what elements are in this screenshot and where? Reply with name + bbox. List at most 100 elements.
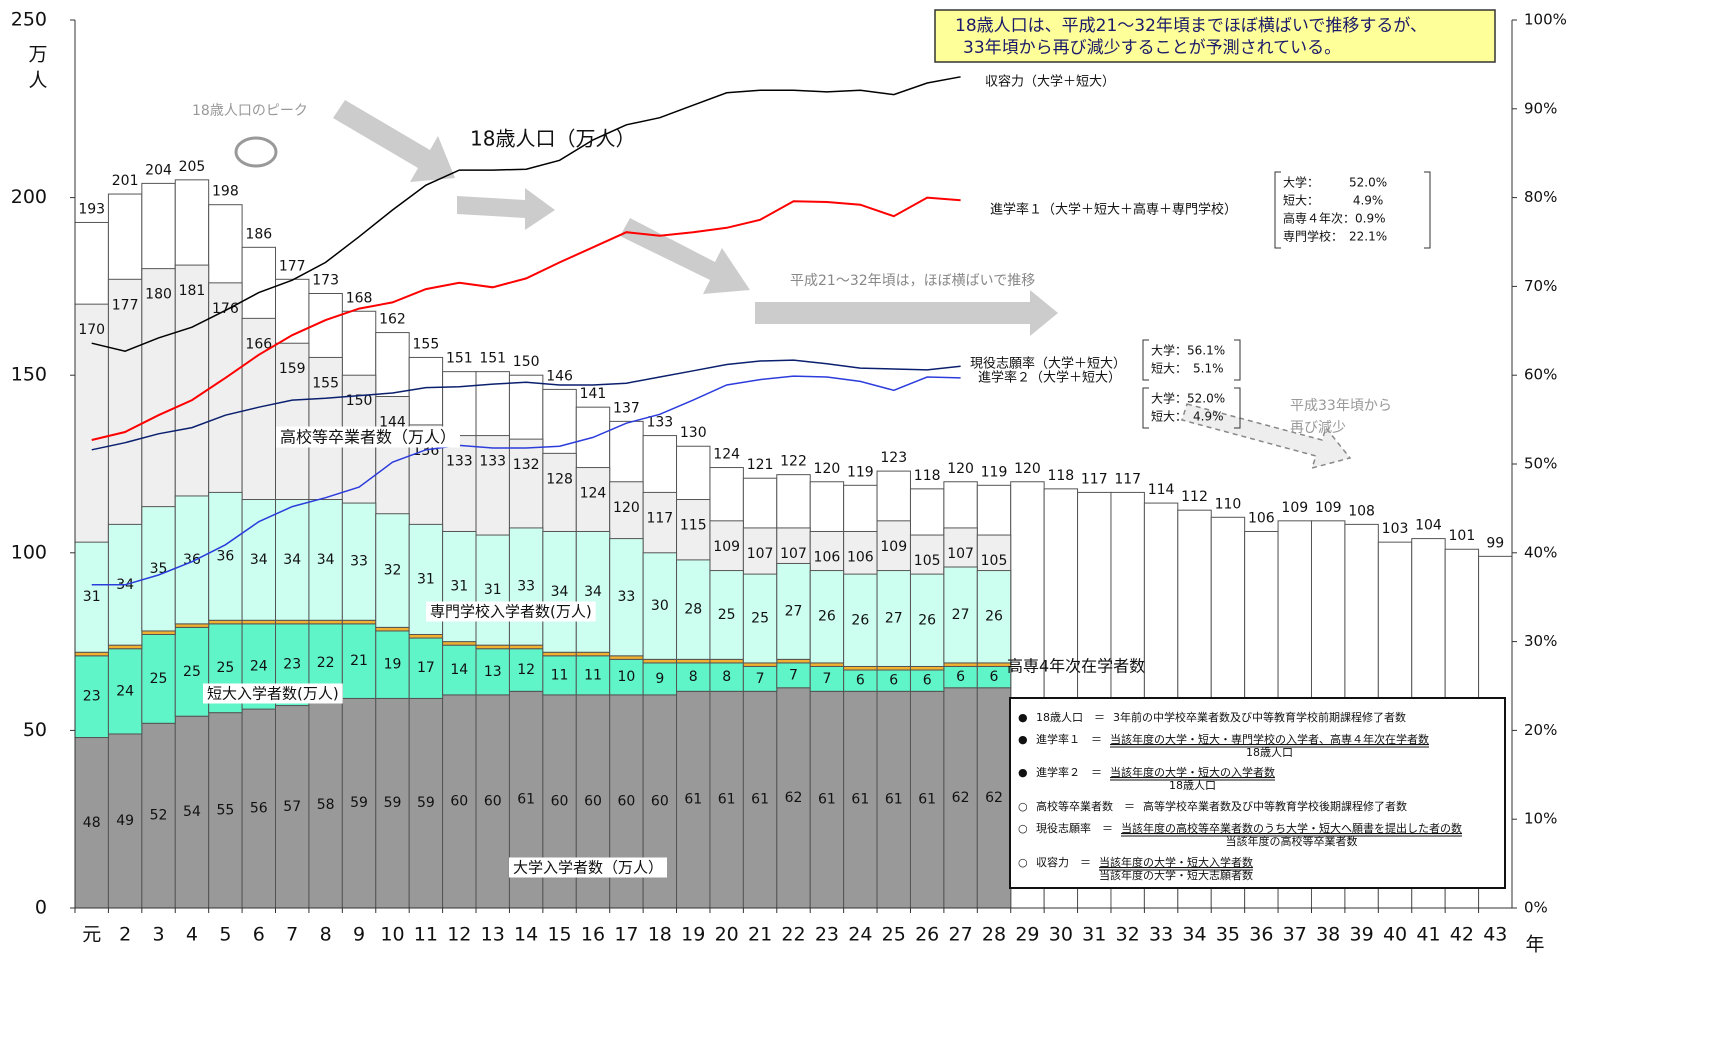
x-tick-label: 5 [219,924,231,946]
bar [976,687,1012,909]
x-tick-label: 43 [1483,924,1507,946]
callout-text: 33年頃から再び減少することが予測されている。 [963,38,1341,58]
data-label: 107 [947,546,974,562]
data-label: 12 [517,662,535,678]
x-tick-label: 24 [848,924,872,946]
data-label: 13 [484,664,502,680]
data-label: 56 [250,801,268,817]
bar [843,573,878,667]
line [91,76,961,352]
x-tick-label: 29 [1015,924,1039,946]
data-label: 120 [1014,461,1041,477]
series-label: 大学入学者数（万人） [513,859,663,877]
x-tick-label: 18 [648,924,672,946]
x-tick-label: 21 [748,924,772,946]
bar [241,619,277,625]
y-tick-label: 100 [11,541,47,563]
x-tick-label: 27 [948,924,972,946]
data-label: 119 [847,464,874,480]
legend-numerator: 当該年度の高校等卒業者数のうち大学・短大へ願書を提出した者の数 [1121,821,1462,835]
x-tick-label: 9 [353,924,365,946]
breakdown-text: 高専４年次：0.9% [1283,211,1386,226]
data-label: 61 [818,792,836,808]
y2-tick-label: 10% [1524,810,1557,828]
data-label: 120 [947,461,974,477]
data-label: 57 [283,799,301,815]
data-label: 34 [584,584,602,600]
data-label: 10 [617,669,635,685]
breakdown-text: 大学： 52.0% [1283,175,1387,190]
x-tick-label: 36 [1249,924,1273,946]
y2-tick-label: 20% [1524,721,1557,739]
data-label: 25 [718,607,736,623]
data-label: 114 [1148,482,1175,498]
bar [709,658,744,664]
data-label: 124 [713,447,740,463]
data-label: 60 [584,793,602,809]
bar [408,633,444,639]
data-label: 7 [789,667,798,683]
legend-marker: ○ [1018,800,1028,813]
legend-denominator: 当該年度の大学・短大志願者数 [1099,868,1253,882]
bar [508,644,544,650]
y2-tick-label: 40% [1524,543,1557,561]
data-label: 49 [116,813,134,829]
x-tick-label: 40 [1383,924,1407,946]
bar [508,648,544,692]
bar [609,658,644,696]
data-label: 27 [885,611,903,627]
data-label: 204 [145,162,172,178]
bar [809,570,845,664]
bar [308,619,343,625]
bar [943,566,978,664]
data-label: 107 [780,546,807,562]
data-label: 109 [713,539,740,555]
data-label: 32 [384,563,402,579]
data-label: 61 [718,792,736,808]
x-tick-label: 8 [320,924,332,946]
data-label: 24 [250,658,268,674]
x-tick-label: 2 [119,924,131,946]
data-label: 162 [379,312,406,328]
data-label: 36 [183,552,201,568]
data-label: 31 [450,579,468,595]
x-tick-label: 22 [781,924,805,946]
bar [174,623,210,628]
bar [776,562,811,660]
x-tick-label: 42 [1450,924,1474,946]
x-tick-label: 14 [514,924,538,946]
data-label: 26 [851,612,869,628]
legend-term: 収容力 ＝ [1036,855,1091,869]
arrow [620,218,750,294]
callout-box [934,9,1496,63]
bracket [1142,339,1241,381]
data-label: 34 [551,584,569,600]
bar [442,530,477,643]
data-label: 106 [1248,510,1275,526]
data-label: 118 [914,468,941,484]
legend-term: 18歳人口 ＝ [1036,711,1105,724]
y-axis-label: 万 [28,44,47,66]
x-tick-label: 30 [1049,924,1073,946]
series-label: 進学率１（大学＋短大＋高専＋専門学校） [990,202,1237,218]
bracket [1142,387,1241,429]
line [91,196,961,441]
data-label: 155 [312,375,339,391]
y2-tick-label: 60% [1524,366,1557,384]
bar [141,506,176,632]
legend-numerator: 当該年度の大学・短大入学者数 [1099,855,1253,869]
bar [208,491,243,621]
data-label: 9 [655,671,664,687]
data-label: 7 [822,671,831,687]
bar [843,690,878,909]
data-label: 48 [83,815,101,831]
legend-term: 進学率２ ＝ [1036,765,1102,779]
x-tick-label: 16 [581,924,605,946]
x-tick-label: 33 [1149,924,1173,946]
annotation: 平成21～32年頃は，ほぼ横ばいで推移 [790,273,1035,289]
data-label: 26 [985,609,1003,625]
data-label: 186 [245,226,272,242]
data-label: 60 [450,793,468,809]
data-label: 109 [880,539,907,555]
bar [609,538,644,657]
